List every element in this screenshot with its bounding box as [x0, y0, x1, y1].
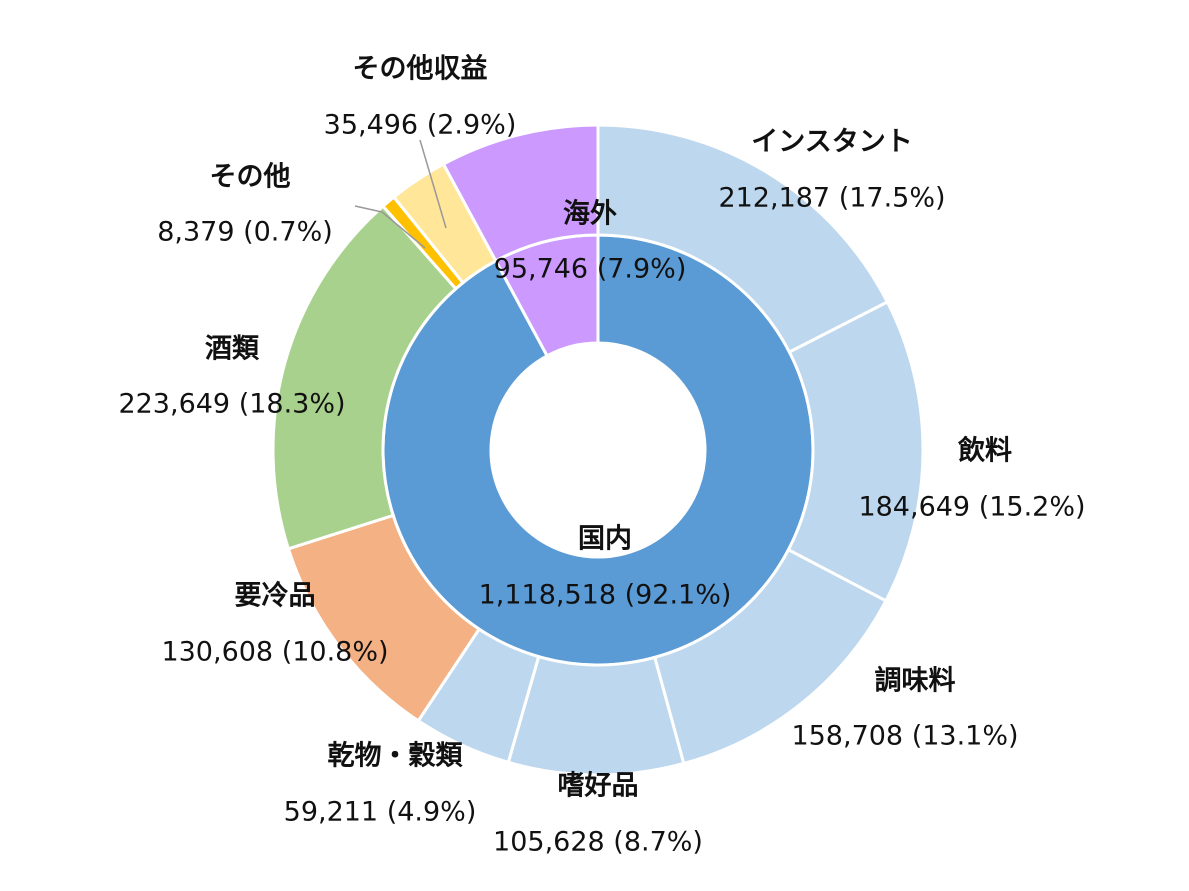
category-label: 調味料	[875, 665, 956, 697]
category-label: 要冷品	[235, 581, 316, 612]
category-label: 乾物・穀類	[328, 741, 464, 772]
category-label: 飲料	[957, 435, 1012, 467]
category-label: その他	[210, 162, 291, 193]
value-label: 184,649 (15.2%)	[858, 492, 1085, 523]
value-label: 223,649 (18.3%)	[118, 389, 345, 420]
category-label: 嗜好品	[558, 771, 639, 802]
value-label: 59,211 (4.9%)	[284, 797, 477, 828]
category-label: その他収益	[353, 54, 488, 85]
value-label: 8,379 (0.7%)	[157, 217, 333, 248]
value-label: 212,187 (17.5%)	[718, 183, 945, 214]
value-label: 35,496 (2.9%)	[324, 110, 517, 141]
value-label: 158,708 (13.1%)	[791, 721, 1018, 752]
leader-line	[419, 139, 447, 229]
leader-line	[354, 205, 426, 249]
category-label: インスタント	[751, 127, 912, 158]
value-label: 105,628 (8.7%)	[493, 827, 703, 858]
category-label: 海外	[563, 199, 617, 230]
value-label: 1,118,518 (92.1%)	[479, 580, 732, 611]
value-label: 95,746 (7.9%)	[494, 254, 687, 285]
category-label: 酒類	[205, 334, 260, 365]
outer-segment	[441, 123, 600, 263]
value-label: 130,608 (10.8%)	[161, 637, 388, 668]
category-label: 国内	[578, 524, 632, 555]
